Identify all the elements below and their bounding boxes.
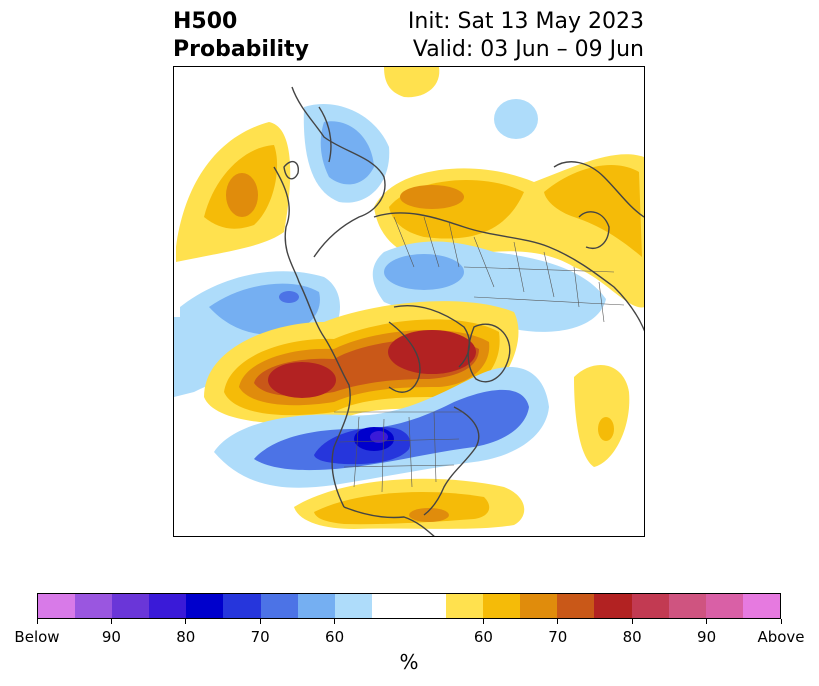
colorbar-segment bbox=[334, 594, 372, 618]
colorbar-tick-label: 70 bbox=[250, 628, 270, 646]
colorbar-tick-mark bbox=[482, 619, 484, 624]
colorbar-tick-mark bbox=[36, 619, 38, 624]
colorbar-tick-label: 80 bbox=[622, 628, 642, 646]
colorbar-tick-label: 90 bbox=[101, 628, 121, 646]
coast-kamchatka bbox=[318, 106, 332, 163]
colorbar-segment bbox=[38, 594, 76, 618]
colorbar-tick-label: 80 bbox=[176, 628, 196, 646]
colorbar-tick-mark bbox=[185, 619, 187, 624]
coast-japan bbox=[283, 160, 299, 180]
anomaly-eurasia-above-60b bbox=[544, 164, 642, 257]
map-edge-gap bbox=[174, 287, 180, 317]
colorbar-segment bbox=[705, 594, 743, 618]
coast-greenland bbox=[467, 323, 511, 383]
border-states-1 bbox=[353, 411, 437, 493]
colorbar-segment bbox=[446, 594, 484, 618]
colorbar-tick-mark bbox=[259, 619, 261, 624]
anomaly-eurasia-above-70 bbox=[400, 185, 464, 209]
anomaly-midband-below-60 bbox=[384, 254, 464, 290]
colorbar-segment bbox=[186, 594, 224, 618]
colorbar-tick-mark bbox=[110, 619, 112, 624]
colorbar-segment bbox=[223, 594, 261, 618]
colorbar-tick-label: 70 bbox=[548, 628, 568, 646]
colorbar-tick-label: Below bbox=[14, 628, 60, 646]
colorbar-segment bbox=[483, 594, 521, 618]
colorbar-segment bbox=[371, 594, 409, 618]
colorbar bbox=[37, 593, 781, 619]
border-states-2 bbox=[338, 438, 460, 468]
colorbar-tick-mark bbox=[631, 619, 633, 624]
anomaly-atlantic-above bbox=[574, 365, 630, 467]
map-svg bbox=[174, 67, 644, 536]
colorbar-unit-label: % bbox=[399, 650, 419, 674]
colorbar-segment bbox=[75, 594, 113, 618]
colorbar-tick-label: Above bbox=[757, 628, 805, 646]
coast-north-america-west bbox=[273, 166, 351, 508]
coast-us-east bbox=[423, 406, 480, 516]
anomaly-arctic-below-60 bbox=[320, 121, 374, 185]
coast-arctic-islands bbox=[393, 305, 471, 368]
coast-hudson-bay bbox=[388, 321, 421, 393]
colorbar-tick-mark bbox=[557, 619, 559, 624]
colorbar-tick-mark bbox=[780, 619, 782, 624]
anomaly-pacific-above-70 bbox=[226, 173, 258, 217]
title-right: Init: Sat 13 May 2023 Valid: 03 Jun – 09… bbox=[408, 8, 644, 64]
colorbar-tick-mark bbox=[706, 619, 708, 624]
anomaly-ne-below bbox=[494, 99, 538, 139]
borders bbox=[334, 216, 625, 493]
colorbar-segment bbox=[112, 594, 150, 618]
border-asia bbox=[393, 216, 460, 268]
border-eurasia-2 bbox=[463, 266, 625, 306]
anomaly-pole-above bbox=[384, 67, 440, 98]
coastlines bbox=[273, 86, 644, 536]
colorbar-tick-label: 90 bbox=[697, 628, 717, 646]
colorbar-segment bbox=[557, 594, 595, 618]
colorbar-tick-label: 60 bbox=[325, 628, 345, 646]
colorbar-segment bbox=[594, 594, 632, 618]
border-eurasia-1 bbox=[473, 236, 605, 323]
probability-shading bbox=[174, 67, 644, 529]
coast-eurasia-north bbox=[373, 212, 644, 332]
colorbar-segment bbox=[149, 594, 187, 618]
colorbar-segment bbox=[668, 594, 706, 618]
colorbar-segment bbox=[297, 594, 335, 618]
colorbar-tick-mark bbox=[334, 619, 336, 624]
coast-europe bbox=[553, 161, 644, 218]
title-variable: H500 bbox=[173, 9, 238, 34]
title-type: Probability bbox=[173, 37, 309, 62]
title-left: H500 Probability bbox=[173, 8, 309, 64]
coast-gulf bbox=[343, 506, 435, 536]
init-date: Init: Sat 13 May 2023 bbox=[407, 9, 644, 34]
anomaly-south-above-70 bbox=[409, 508, 449, 522]
colorbar-segment bbox=[631, 594, 669, 618]
anomaly-canada-above-80b bbox=[388, 330, 476, 374]
anomaly-canada-above-80a bbox=[268, 362, 336, 398]
probability-map bbox=[173, 66, 645, 537]
colorbar-segment bbox=[520, 594, 558, 618]
anomaly-atlantic-above-60 bbox=[598, 417, 614, 441]
colorbar-tick-label: 60 bbox=[473, 628, 493, 646]
coast-scandinavia bbox=[578, 211, 610, 249]
anomaly-npac-below-70 bbox=[279, 291, 299, 303]
colorbar-segment bbox=[260, 594, 298, 618]
coast-alaska bbox=[291, 86, 386, 258]
colorbar-segment bbox=[408, 594, 447, 618]
valid-range: Valid: 03 Jun – 09 Jun bbox=[412, 37, 644, 62]
colorbar-segment bbox=[742, 594, 780, 618]
